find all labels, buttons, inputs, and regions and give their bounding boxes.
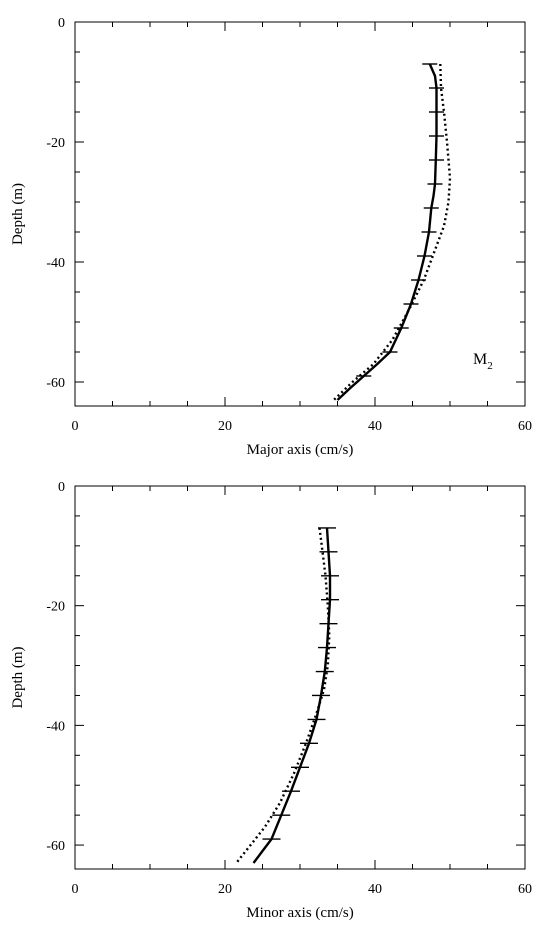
p0-x-tick-label: 20	[218, 419, 232, 434]
p1-plot-frame	[74, 485, 526, 870]
p0-annotation-subscript: 2	[487, 360, 493, 372]
p0-x-tick-label: 40	[368, 419, 382, 434]
minor-axis-panel: 0 20 40 60 0 -20 -40 -60 Minor axis (cm/s) Depth …	[10, 480, 532, 921]
p0-x-tick-label: 60	[518, 419, 532, 434]
p0-x-axis-title: Major axis (cm/s)	[247, 442, 354, 458]
p0-series-dotted-line	[332, 63, 452, 401]
p0-annotation-label: M2	[473, 351, 493, 372]
p1-x-tick-label: 40	[368, 882, 382, 897]
p1-y-tick-label: 0	[58, 480, 65, 495]
p0-y-axis-title: Depth (m)	[10, 183, 26, 245]
p1-x-tick-label: 60	[518, 882, 532, 897]
p1-y-tick-label: -60	[46, 839, 65, 854]
p1-x-tick-label: 0	[72, 882, 79, 897]
p0-y-tick-label: -60	[46, 376, 65, 391]
p0-y-tick-label: 0	[58, 16, 65, 31]
major-axis-panel: 0 20 40 60 0 -20 -40 -60 Major axis (cm/s) Depth …	[10, 16, 532, 458]
p0-y-tick-label: -40	[46, 256, 65, 271]
p1-x-tick-label: 20	[218, 882, 232, 897]
p1-x-axis-title: Minor axis (cm/s)	[246, 905, 353, 921]
p0-y-tick-label: -20	[46, 136, 65, 151]
p0-plot-frame	[74, 21, 526, 407]
p1-y-tick-label: -20	[46, 600, 65, 615]
p1-y-axis-title: Depth (m)	[10, 646, 26, 708]
p0-x-tick-label: 0	[72, 419, 79, 434]
p1-y-tick-label: -40	[46, 719, 65, 734]
